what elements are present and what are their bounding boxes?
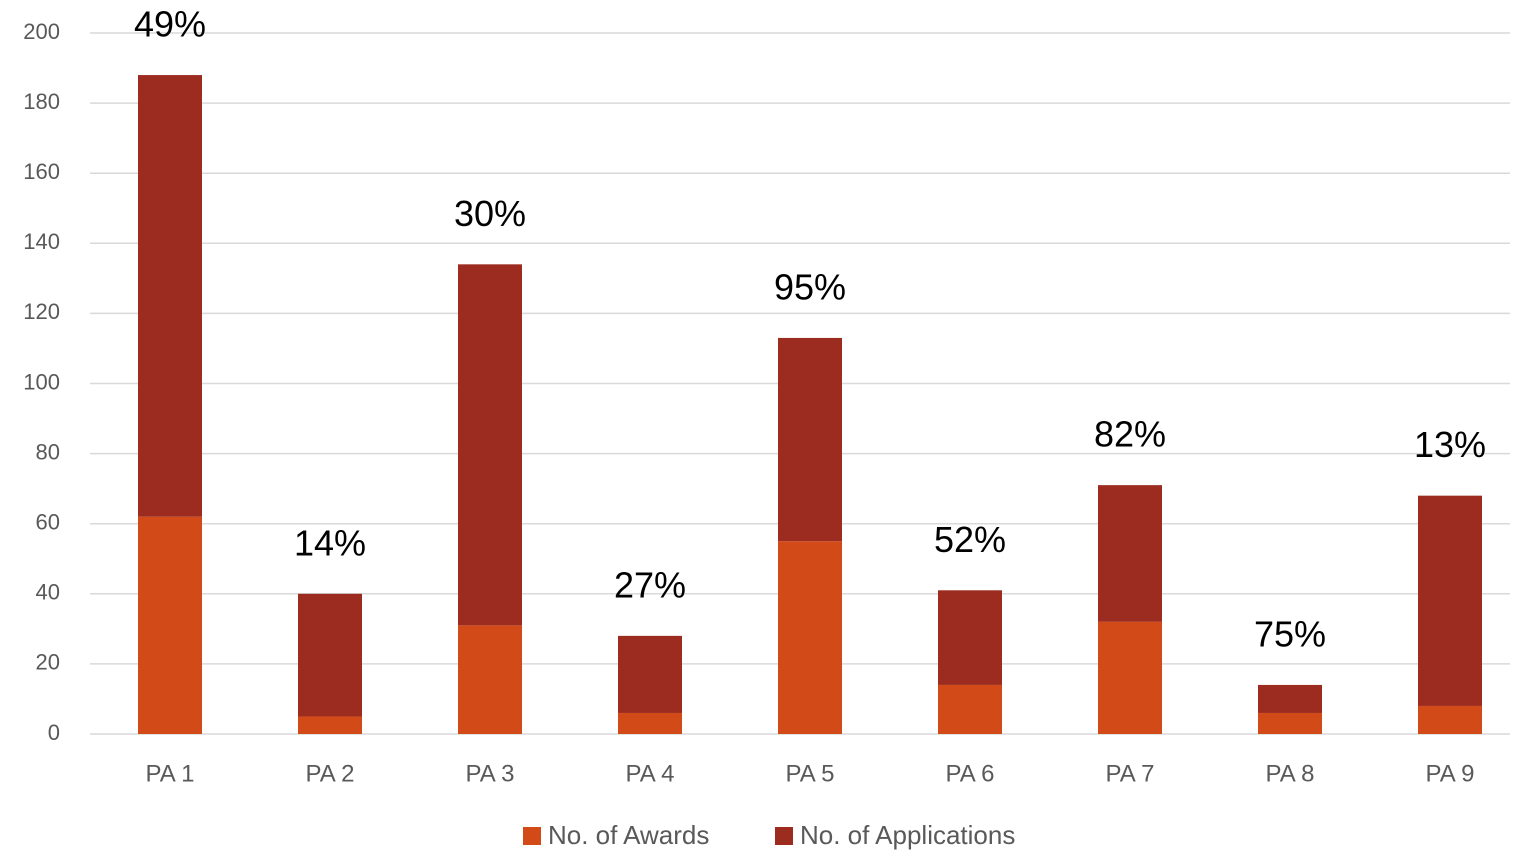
legend-label: No. of Applications (800, 820, 1015, 850)
bar-segment (618, 712, 682, 734)
data-label: 27% (614, 564, 686, 605)
y-tick-label: 160 (23, 159, 60, 184)
y-tick-label: 60 (36, 510, 60, 535)
y-tick-label: 100 (23, 369, 60, 394)
y-tick-label: 120 (23, 299, 60, 324)
x-tick-label: PA 1 (146, 760, 195, 787)
x-tick-label: PA 4 (626, 760, 675, 787)
y-tick-label: 140 (23, 229, 60, 254)
bar-segment (1418, 705, 1482, 734)
y-tick-label: 20 (36, 650, 60, 675)
bar-segment (138, 516, 202, 734)
bar-segment (138, 75, 202, 517)
bar-segment (298, 593, 362, 717)
data-label: 82% (1094, 414, 1166, 455)
y-tick-label: 80 (36, 439, 60, 464)
x-tick-label: PA 9 (1426, 760, 1475, 787)
bar-segment (298, 716, 362, 734)
x-tick-label: PA 8 (1266, 760, 1315, 787)
x-tick-label: PA 5 (786, 760, 835, 787)
x-tick-label: PA 2 (306, 760, 355, 787)
data-label: 75% (1254, 613, 1326, 654)
y-tick-label: 0 (48, 720, 60, 745)
legend-swatch (523, 827, 541, 845)
bar-segment (1258, 684, 1322, 713)
y-tick-label: 180 (23, 89, 60, 114)
x-tick-label: PA 3 (466, 760, 515, 787)
bar-segment (938, 590, 1002, 685)
x-tick-label: PA 6 (946, 760, 995, 787)
x-tick-label: PA 7 (1106, 760, 1155, 787)
legend-label: No. of Awards (548, 820, 709, 850)
bar-segment (938, 684, 1002, 734)
data-label: 30% (454, 193, 526, 234)
legend-swatch (775, 827, 793, 845)
data-label: 14% (294, 522, 366, 563)
bar-segment (778, 541, 842, 734)
y-tick-label: 200 (23, 19, 60, 44)
bar-segment (458, 625, 522, 734)
bar-segment (1418, 495, 1482, 706)
bar-segment (778, 337, 842, 542)
y-tick-label: 40 (36, 580, 60, 605)
data-label: 13% (1414, 424, 1486, 465)
bar-segment (458, 264, 522, 626)
bar-segment (1098, 485, 1162, 622)
data-label: 49% (134, 4, 206, 45)
data-label: 95% (774, 266, 846, 307)
bar-segment (618, 635, 682, 713)
bar-segment (1098, 621, 1162, 734)
bar-segment (1258, 712, 1322, 734)
data-label: 52% (934, 519, 1006, 560)
